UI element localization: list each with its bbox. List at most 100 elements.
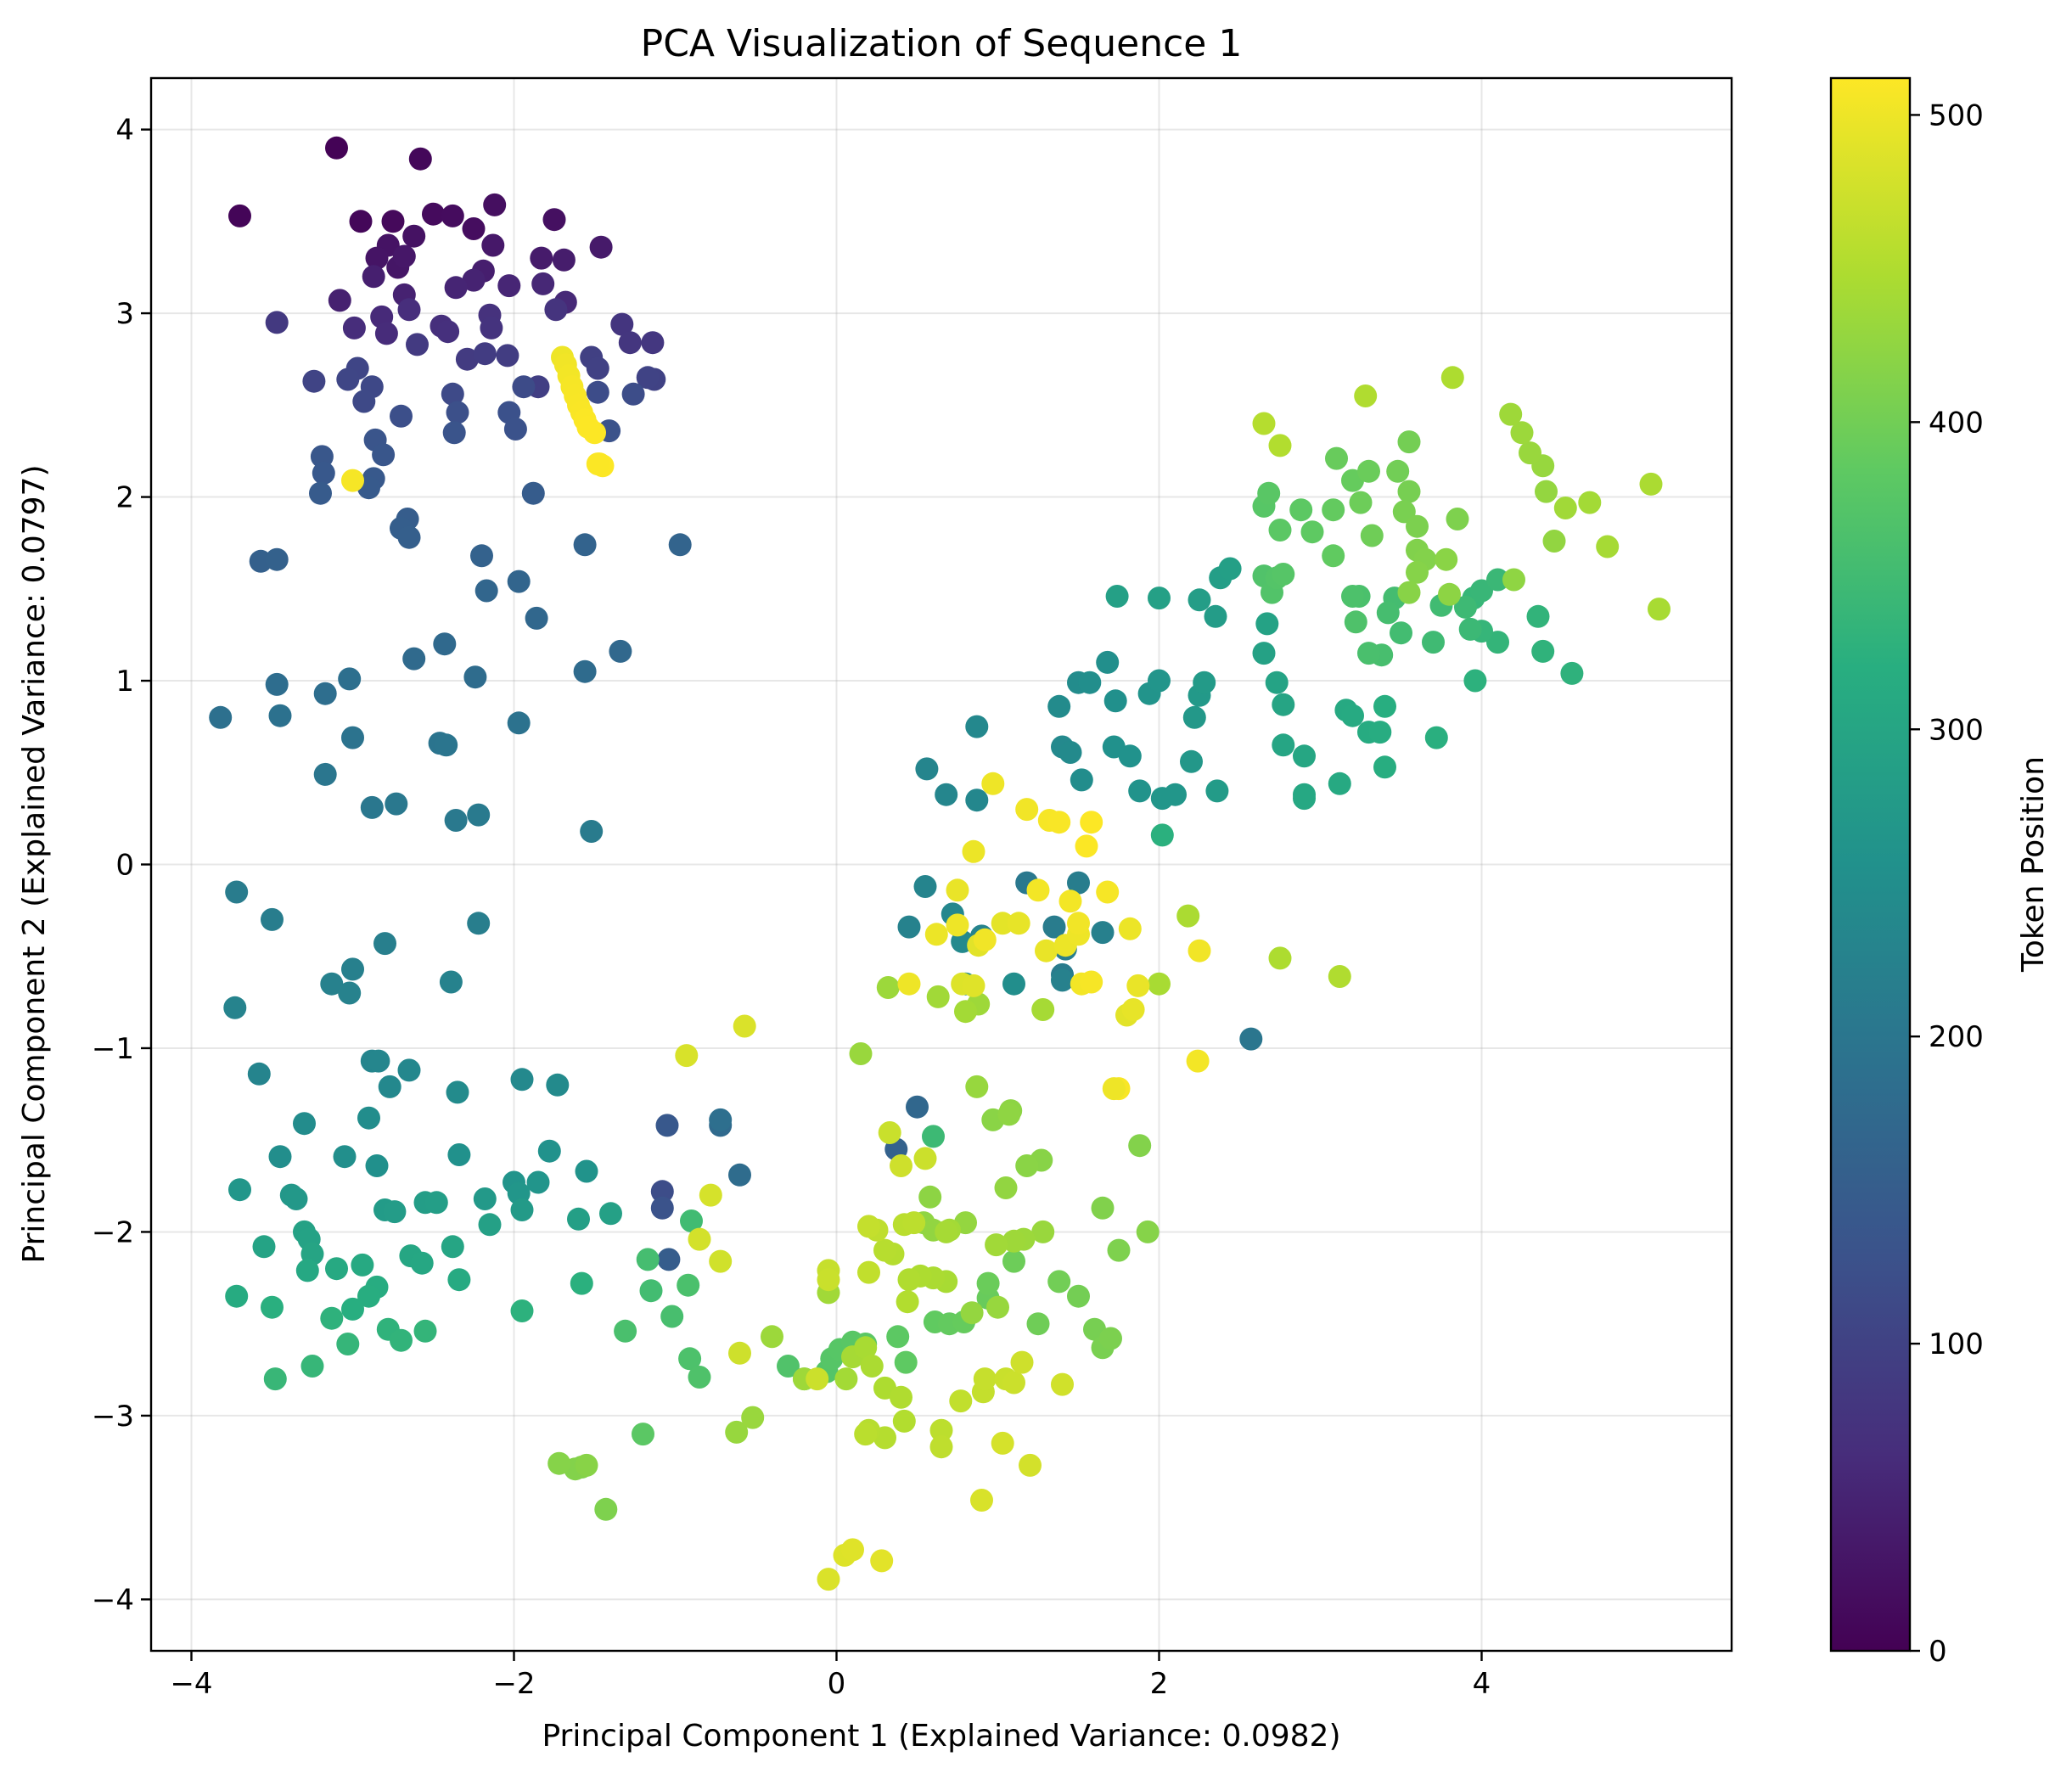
- data-point: [954, 1000, 977, 1024]
- data-point: [433, 632, 457, 656]
- data-point: [223, 996, 247, 1019]
- data-point: [483, 193, 507, 216]
- data-point: [521, 481, 545, 505]
- data-point: [228, 1178, 251, 1202]
- data-point: [1102, 1077, 1126, 1101]
- data-point: [302, 369, 326, 393]
- data-point: [677, 1273, 700, 1297]
- data-point: [929, 1418, 953, 1442]
- data-point: [310, 445, 334, 469]
- data-point: [467, 803, 491, 827]
- data-point: [1268, 519, 1292, 542]
- data-point: [1188, 939, 1211, 962]
- data-point: [639, 1279, 663, 1303]
- data-point: [981, 772, 1005, 795]
- data-point: [965, 1075, 989, 1098]
- data-point: [341, 1297, 364, 1321]
- data-point: [1091, 1196, 1115, 1220]
- data-point: [552, 248, 576, 272]
- x-tick-label: −2: [492, 1667, 535, 1701]
- data-point: [261, 907, 284, 931]
- data-point: [228, 204, 251, 227]
- data-point: [709, 1108, 733, 1131]
- data-point: [915, 757, 939, 781]
- data-point: [962, 974, 985, 997]
- data-point: [1373, 755, 1396, 779]
- data-point: [1051, 1372, 1074, 1396]
- data-point: [462, 217, 486, 240]
- data-point: [383, 1200, 407, 1224]
- colorbar-gradient: [1829, 76, 1912, 1653]
- data-point: [525, 606, 548, 630]
- data-point: [1042, 915, 1066, 939]
- data-point: [1099, 1327, 1122, 1350]
- data-point: [462, 268, 486, 292]
- data-point: [594, 1497, 618, 1521]
- data-point: [849, 1042, 873, 1065]
- data-point: [295, 1259, 319, 1282]
- data-point: [589, 235, 613, 259]
- data-point: [1118, 917, 1142, 940]
- data-point: [284, 1187, 308, 1210]
- colorbar-ticks: 0 100 200 300 400 500: [1910, 98, 1984, 1669]
- data-point: [507, 711, 531, 735]
- data-point: [1531, 639, 1555, 663]
- data-point: [1510, 421, 1534, 445]
- data-points: [209, 136, 1671, 1591]
- data-point: [902, 1211, 926, 1235]
- data-point: [725, 1420, 749, 1444]
- data-point: [397, 298, 421, 322]
- data-point: [913, 1147, 937, 1170]
- data-point: [860, 1355, 884, 1378]
- data-point: [397, 525, 421, 549]
- data-point: [991, 912, 1014, 935]
- data-point: [510, 1068, 534, 1092]
- data-point: [636, 1248, 660, 1271]
- data-point: [1002, 1249, 1025, 1273]
- data-point: [1150, 823, 1174, 847]
- data-point: [614, 1319, 637, 1343]
- data-point: [1458, 617, 1482, 641]
- data-point: [531, 272, 555, 295]
- data-point: [446, 401, 469, 424]
- data-point: [1386, 459, 1410, 483]
- data-point: [309, 481, 332, 505]
- y-tick-label: −3: [92, 1400, 134, 1434]
- data-point: [621, 382, 645, 406]
- y-tick-label: 4: [115, 114, 134, 148]
- data-point: [1406, 560, 1429, 584]
- data-point: [338, 667, 362, 691]
- data-point: [965, 715, 989, 738]
- data-point: [1392, 500, 1416, 524]
- data-point: [599, 1202, 622, 1226]
- data-point: [478, 1213, 502, 1237]
- data-point: [1272, 563, 1295, 586]
- data-point: [678, 1347, 702, 1371]
- data-point: [680, 1209, 703, 1232]
- data-point: [447, 1143, 471, 1166]
- data-point: [1639, 472, 1663, 496]
- data-point: [1328, 772, 1351, 795]
- data-point: [1424, 726, 1448, 749]
- y-axis-label: Principal Component 2 (Explained Varianc…: [17, 464, 52, 1263]
- data-point: [441, 382, 464, 406]
- data-point: [378, 1075, 401, 1098]
- data-point: [1406, 514, 1429, 538]
- data-point: [876, 976, 900, 999]
- data-point: [641, 331, 665, 355]
- data-point: [1080, 811, 1103, 834]
- data-point: [526, 1170, 550, 1194]
- data-point: [1376, 601, 1400, 625]
- data-point: [360, 795, 384, 819]
- data-point: [1026, 878, 1050, 902]
- data-point: [1328, 965, 1351, 988]
- data-point: [1019, 1453, 1042, 1477]
- data-point: [300, 1355, 324, 1378]
- data-point: [660, 1305, 684, 1328]
- data-point: [870, 1549, 894, 1573]
- data-point: [1180, 749, 1203, 773]
- data-point: [463, 665, 487, 689]
- data-point: [1293, 744, 1316, 768]
- data-point: [413, 1319, 437, 1343]
- data-point: [328, 289, 351, 312]
